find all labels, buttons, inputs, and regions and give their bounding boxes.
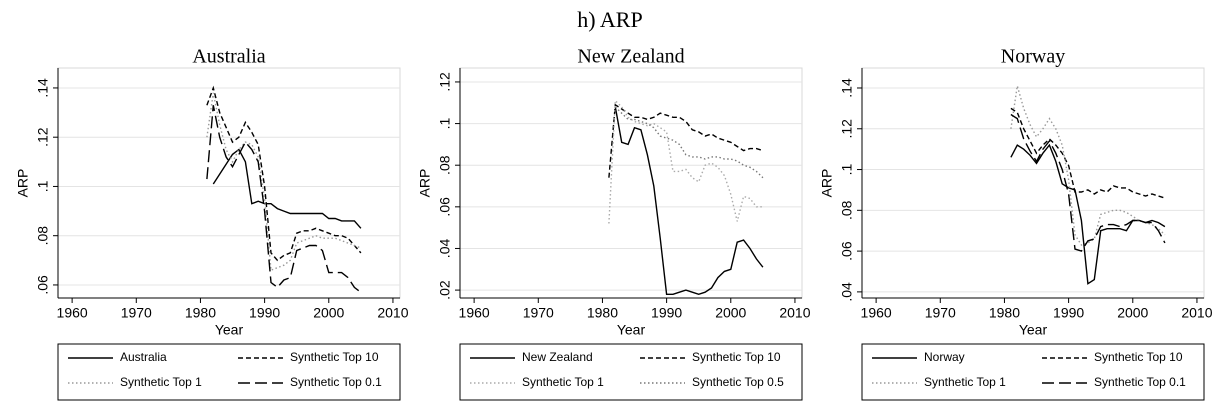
x-tick-label: 2010: [779, 305, 810, 321]
y-tick-label: .12: [437, 72, 453, 92]
x-tick-label: 2010: [1181, 305, 1212, 321]
legend-label: Synthetic Top 10: [692, 350, 781, 364]
x-tick-label: 2000: [715, 305, 746, 321]
y-axis-label: ARP: [15, 169, 31, 198]
y-tick-label: .08: [839, 200, 855, 220]
series-line: [608, 103, 764, 178]
panel: Australia .06 .08 .1 .12 .14 1960 1970 1980 1990 2…: [15, 46, 409, 401]
x-tick-label: 1970: [523, 305, 554, 321]
y-tick-label: .04: [839, 282, 855, 302]
y-tick-label: .06: [839, 241, 855, 261]
y-tick-label: .04: [437, 239, 453, 259]
series-line: [608, 99, 763, 224]
series-line: [206, 85, 362, 262]
figure-title: h) ARP: [577, 7, 642, 32]
y-tick-label: .08: [35, 226, 51, 246]
x-tick-label: 1960: [459, 305, 490, 321]
y-tick-label: .14: [35, 78, 51, 98]
legend-label: Australia: [120, 350, 167, 364]
legend-label: Synthetic Top 10: [290, 350, 379, 364]
panel: Norway .04 .06 .08 .1 .12 .14 1960 1970 1980 1990 2…: [819, 46, 1213, 401]
x-tick-label: 2010: [377, 305, 408, 321]
plot-frame: [459, 67, 803, 299]
legend-box: [861, 343, 1205, 401]
panel-title: Australia: [192, 46, 265, 68]
panel-title: New Zealand: [577, 46, 684, 68]
y-tick-label: .12: [35, 127, 51, 147]
plot-frame: [57, 67, 401, 299]
y-tick-label: .1: [437, 118, 453, 130]
y-axis-label: ARP: [819, 169, 835, 198]
panel-title: Norway: [1001, 46, 1065, 68]
legend-label: Synthetic Top 0.1: [290, 375, 382, 389]
y-tick-label: .06: [35, 275, 51, 295]
series-line: [206, 92, 362, 272]
x-tick-label: 1990: [249, 305, 280, 321]
series-line: [614, 106, 764, 179]
x-axis-label: Year: [215, 322, 244, 338]
legend-box: [459, 343, 803, 401]
y-tick-label: .02: [437, 280, 453, 300]
x-tick-label: 1990: [651, 305, 682, 321]
x-tick-label: 1980: [185, 305, 216, 321]
legend-label: Synthetic Top 10: [1094, 350, 1183, 364]
y-tick-label: .1: [839, 163, 855, 175]
y-tick-label: .06: [437, 197, 453, 217]
series-line: [614, 106, 764, 296]
series-line: [1010, 143, 1166, 285]
series-line: [1010, 107, 1166, 199]
legend-label: Synthetic Top 1: [522, 375, 604, 389]
y-axis-label: ARP: [417, 169, 433, 198]
x-tick-label: 2000: [313, 305, 344, 321]
legend-label: Norway: [924, 350, 965, 364]
x-axis-label: Year: [1019, 322, 1048, 338]
x-tick-label: 1980: [587, 305, 618, 321]
y-tick-label: .12: [839, 119, 855, 139]
x-tick-label: 1970: [925, 305, 956, 321]
y-tick-label: .1: [35, 180, 51, 192]
legend-label: Synthetic Top 0.5: [692, 375, 784, 389]
legend-box: [57, 343, 401, 401]
x-tick-label: 2000: [1117, 305, 1148, 321]
legend-label: Synthetic Top 1: [924, 375, 1006, 389]
series-line: [206, 105, 362, 293]
x-tick-label: 1960: [861, 305, 892, 321]
series-line: [1010, 113, 1166, 252]
y-tick-label: .08: [437, 155, 453, 175]
x-tick-label: 1980: [989, 305, 1020, 321]
x-tick-label: 1960: [57, 305, 88, 321]
legend-label: Synthetic Top 0.1: [1094, 375, 1186, 389]
x-tick-label: 1990: [1053, 305, 1084, 321]
y-tick-label: .14: [839, 78, 855, 98]
panel: New Zealand .02 .04 .06 .08 .1 .12 1960 1970 1980…: [417, 46, 811, 401]
x-tick-label: 1970: [121, 305, 152, 321]
x-axis-label: Year: [617, 322, 646, 338]
legend-label: New Zealand: [522, 350, 593, 364]
plot-frame: [861, 67, 1205, 299]
legend-label: Synthetic Top 1: [120, 375, 202, 389]
